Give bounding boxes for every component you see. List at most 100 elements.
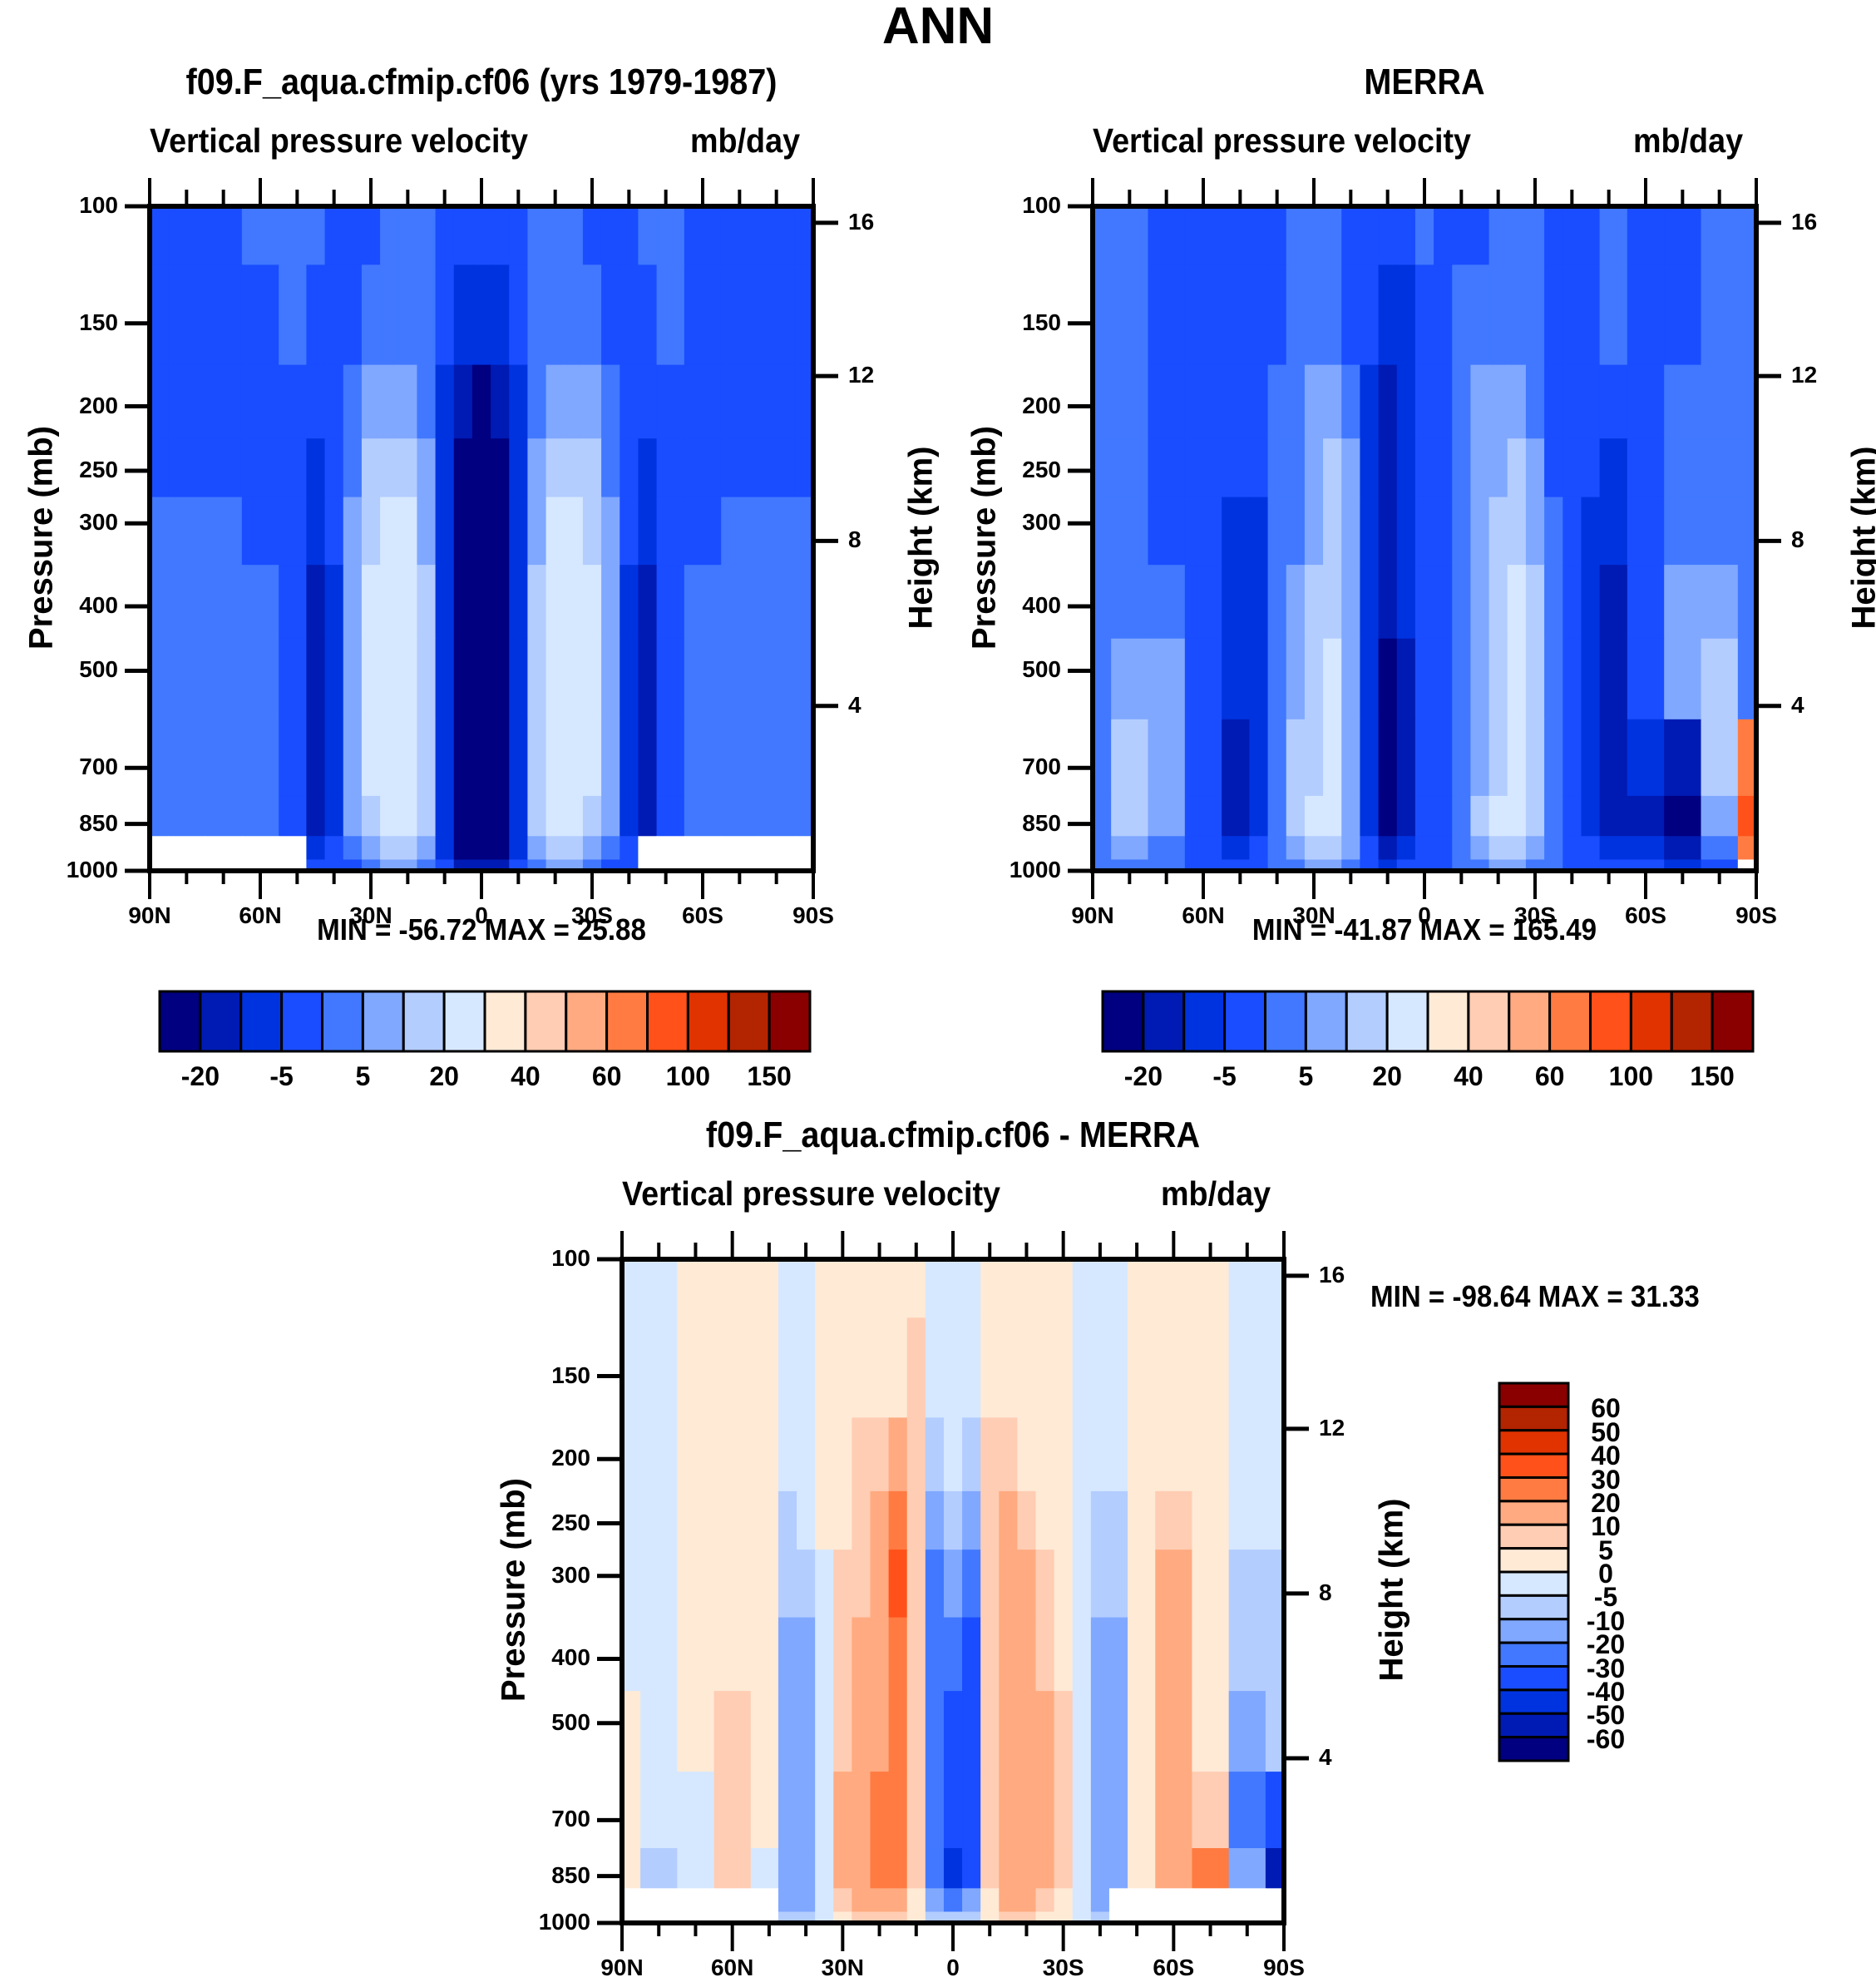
contour-cell <box>1544 497 1564 566</box>
contour-cell <box>1286 795 1306 838</box>
colorbar-box <box>199 990 243 1053</box>
contour-cell <box>1108 1259 1128 1319</box>
contour-cell <box>1378 859 1398 871</box>
colorbar-label: -60 <box>1586 1723 1626 1754</box>
contour-cell <box>1701 438 1739 498</box>
contour-cell <box>1323 364 1343 440</box>
contour-cell <box>1265 1911 1284 1923</box>
contour-cell <box>622 1911 641 1923</box>
contour-cell <box>380 206 400 266</box>
contour-cell <box>721 719 759 797</box>
contour-cell <box>241 206 279 266</box>
contour-cell <box>1072 1317 1092 1419</box>
contour-cell <box>1222 497 1251 566</box>
contour-cell <box>620 638 639 720</box>
contour-cell <box>1544 364 1564 440</box>
contour-cell <box>1192 1259 1230 1319</box>
contour-cell <box>509 264 529 366</box>
contour-cell <box>1737 836 1756 861</box>
contour-cell <box>150 364 169 440</box>
contour-cell <box>852 1848 871 1890</box>
contour-cell <box>999 1490 1019 1550</box>
contour-cell <box>380 364 400 440</box>
contour-cell <box>582 859 602 871</box>
contour-cell <box>527 565 547 640</box>
contour-cell <box>1323 638 1343 720</box>
plot-frame <box>620 1257 1286 1925</box>
contour-cell <box>1488 438 1508 498</box>
contour-cell <box>1599 438 1628 498</box>
contour-cell <box>852 1317 871 1419</box>
contour-cell <box>677 1550 715 1619</box>
contour-cell <box>1627 206 1665 266</box>
contour-cell <box>980 1417 1000 1492</box>
contour-cell <box>1192 1417 1230 1492</box>
contour-cell <box>1452 264 1472 366</box>
contour-cell <box>1396 565 1416 640</box>
contour-cell <box>677 1259 715 1319</box>
contour-cell <box>546 438 565 498</box>
contour-cell <box>1360 836 1380 861</box>
contour-cell <box>1267 264 1287 366</box>
contour-cell <box>906 1911 926 1923</box>
contour-cell <box>1155 1490 1193 1550</box>
contour-cell <box>168 438 206 498</box>
contour-cell <box>1507 719 1527 797</box>
contour-cell <box>324 565 344 640</box>
contour-cell <box>1155 1617 1193 1692</box>
y-tick-label: 400 <box>79 592 118 619</box>
contour-cell <box>721 364 759 440</box>
contour-cell <box>491 859 511 871</box>
contour-cell <box>750 1259 779 1319</box>
contour-cell <box>758 638 796 720</box>
contour-cell <box>1452 497 1472 566</box>
contour-cell <box>453 565 473 640</box>
contour-cell <box>1090 1550 1110 1619</box>
contour-cell <box>471 264 491 366</box>
contour-cell <box>1304 638 1324 720</box>
contour-cell <box>417 719 437 797</box>
contour-cell <box>509 859 529 871</box>
contour-cell <box>1581 719 1601 797</box>
contour-cell <box>794 795 813 838</box>
colorbar-box <box>565 990 609 1053</box>
contour-cell <box>962 1417 981 1492</box>
contour-cell <box>168 638 206 720</box>
colorbar-box <box>1670 990 1714 1053</box>
contour-cell <box>721 206 759 266</box>
contour-cell <box>1414 638 1434 720</box>
contour-cell <box>1414 795 1434 838</box>
contour-cell <box>491 719 511 797</box>
contour-cell <box>925 1888 945 1913</box>
contour-cell <box>527 836 547 861</box>
contour-cell <box>1184 364 1222 440</box>
contour-cell <box>1184 719 1222 797</box>
contour-cell <box>1228 1848 1266 1890</box>
contour-cell <box>980 1317 1000 1419</box>
contour-cell <box>564 364 584 440</box>
contour-cell <box>778 1911 797 1923</box>
contour-cell <box>1286 836 1306 861</box>
colorbar-box <box>158 990 202 1053</box>
contour-cell <box>1304 264 1324 366</box>
contour-cell <box>1664 206 1702 266</box>
colorbar-label: 30 <box>1591 1464 1621 1495</box>
contour-cell <box>1341 859 1361 871</box>
contour-cell <box>1396 206 1416 266</box>
contour-cell <box>962 1848 981 1890</box>
contour-cell <box>324 795 344 838</box>
contour-cell <box>1581 206 1601 266</box>
contour-cell <box>343 497 363 566</box>
contour-cell <box>1192 1617 1230 1692</box>
contour-cell <box>1093 836 1112 861</box>
contour-cell <box>1249 859 1269 871</box>
contour-cell <box>943 1550 963 1619</box>
contour-cell <box>713 1911 752 1923</box>
contour-cell <box>1093 264 1112 366</box>
contour-cell <box>1378 438 1398 498</box>
colorbar-box <box>1223 990 1266 1053</box>
contour-cell <box>1093 364 1112 440</box>
contour-cell <box>1265 1317 1284 1419</box>
contour-cell <box>1627 264 1665 366</box>
contour-cell <box>527 364 547 440</box>
